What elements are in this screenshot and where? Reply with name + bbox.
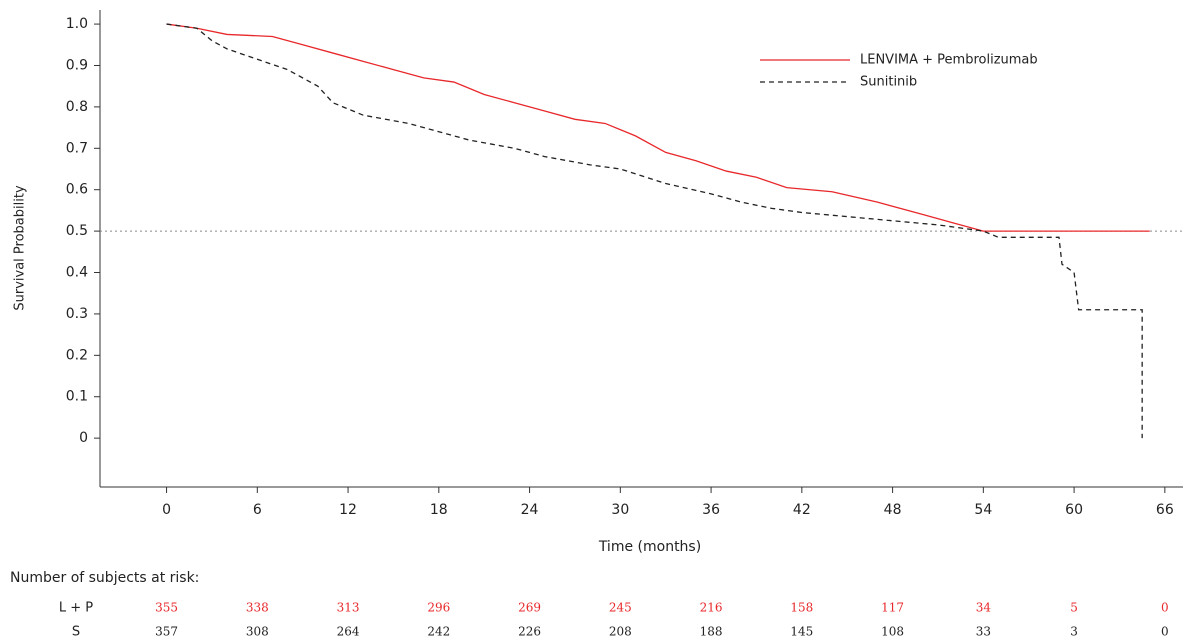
x-tick-label: 6 xyxy=(253,502,262,518)
risk-count: 0 xyxy=(1161,625,1169,639)
risk-count: 313 xyxy=(337,601,360,615)
risk-count: 0 xyxy=(1161,601,1169,615)
y-tick-label: 0.6 xyxy=(66,182,88,198)
risk-count: 34 xyxy=(976,601,992,615)
x-tick-label: 12 xyxy=(339,502,357,518)
legend-label: Sunitinib xyxy=(860,75,917,90)
risk-count: 308 xyxy=(246,625,269,639)
x-tick-label: 30 xyxy=(611,502,629,518)
y-tick-label: 0.4 xyxy=(66,265,88,281)
y-tick-label: 1.0 xyxy=(66,16,88,32)
y-tick-label: 0.1 xyxy=(66,389,88,405)
risk-count: 33 xyxy=(976,625,991,639)
risk-count: 242 xyxy=(427,625,450,639)
y-tick-label: 0.5 xyxy=(66,223,88,239)
risk-count: 188 xyxy=(700,625,723,639)
risk-count: 216 xyxy=(700,601,723,615)
risk-count: 117 xyxy=(881,601,904,615)
survival-curve xyxy=(166,23,1150,232)
y-axis-label: Survival Probability xyxy=(13,185,28,311)
y-tick-label: 0.2 xyxy=(66,347,88,363)
risk-count: 226 xyxy=(518,625,541,639)
risk-count: 5 xyxy=(1070,601,1078,615)
risk-count: 264 xyxy=(337,625,360,639)
x-tick-label: 42 xyxy=(793,502,811,518)
risk-title: Number of subjects at risk: xyxy=(10,570,199,586)
risk-count: 3 xyxy=(1070,625,1078,639)
risk-row-label: S xyxy=(72,625,80,640)
y-tick-label: 0.8 xyxy=(66,99,88,115)
risk-count: 355 xyxy=(155,601,178,615)
x-axis-label: Time (months) xyxy=(598,539,701,555)
risk-count: 245 xyxy=(609,601,632,615)
y-tick-label: 0.3 xyxy=(66,306,88,322)
y-tick-label: 0 xyxy=(79,430,88,446)
x-tick-label: 24 xyxy=(521,502,539,518)
x-tick-label: 36 xyxy=(702,502,720,518)
y-tick-label: 0.9 xyxy=(66,57,88,73)
x-tick-label: 0 xyxy=(162,502,171,518)
risk-count: 269 xyxy=(518,601,541,615)
risk-count: 208 xyxy=(609,625,632,639)
risk-row-label: L + P xyxy=(59,601,93,616)
x-tick-label: 18 xyxy=(430,502,448,518)
survival-curve xyxy=(166,23,1143,439)
x-tick-label: 54 xyxy=(974,502,992,518)
risk-count: 357 xyxy=(155,625,178,639)
x-tick-label: 48 xyxy=(884,502,902,518)
legend-label: LENVIMA + Pembrolizumab xyxy=(860,53,1038,68)
risk-count: 296 xyxy=(427,601,450,615)
risk-count: 145 xyxy=(790,625,813,639)
risk-count: 158 xyxy=(790,601,813,615)
risk-count: 108 xyxy=(881,625,904,639)
x-tick-label: 60 xyxy=(1065,502,1083,518)
x-tick-label: 66 xyxy=(1156,502,1174,518)
y-tick-label: 0.7 xyxy=(66,140,88,156)
risk-count: 338 xyxy=(246,601,269,615)
